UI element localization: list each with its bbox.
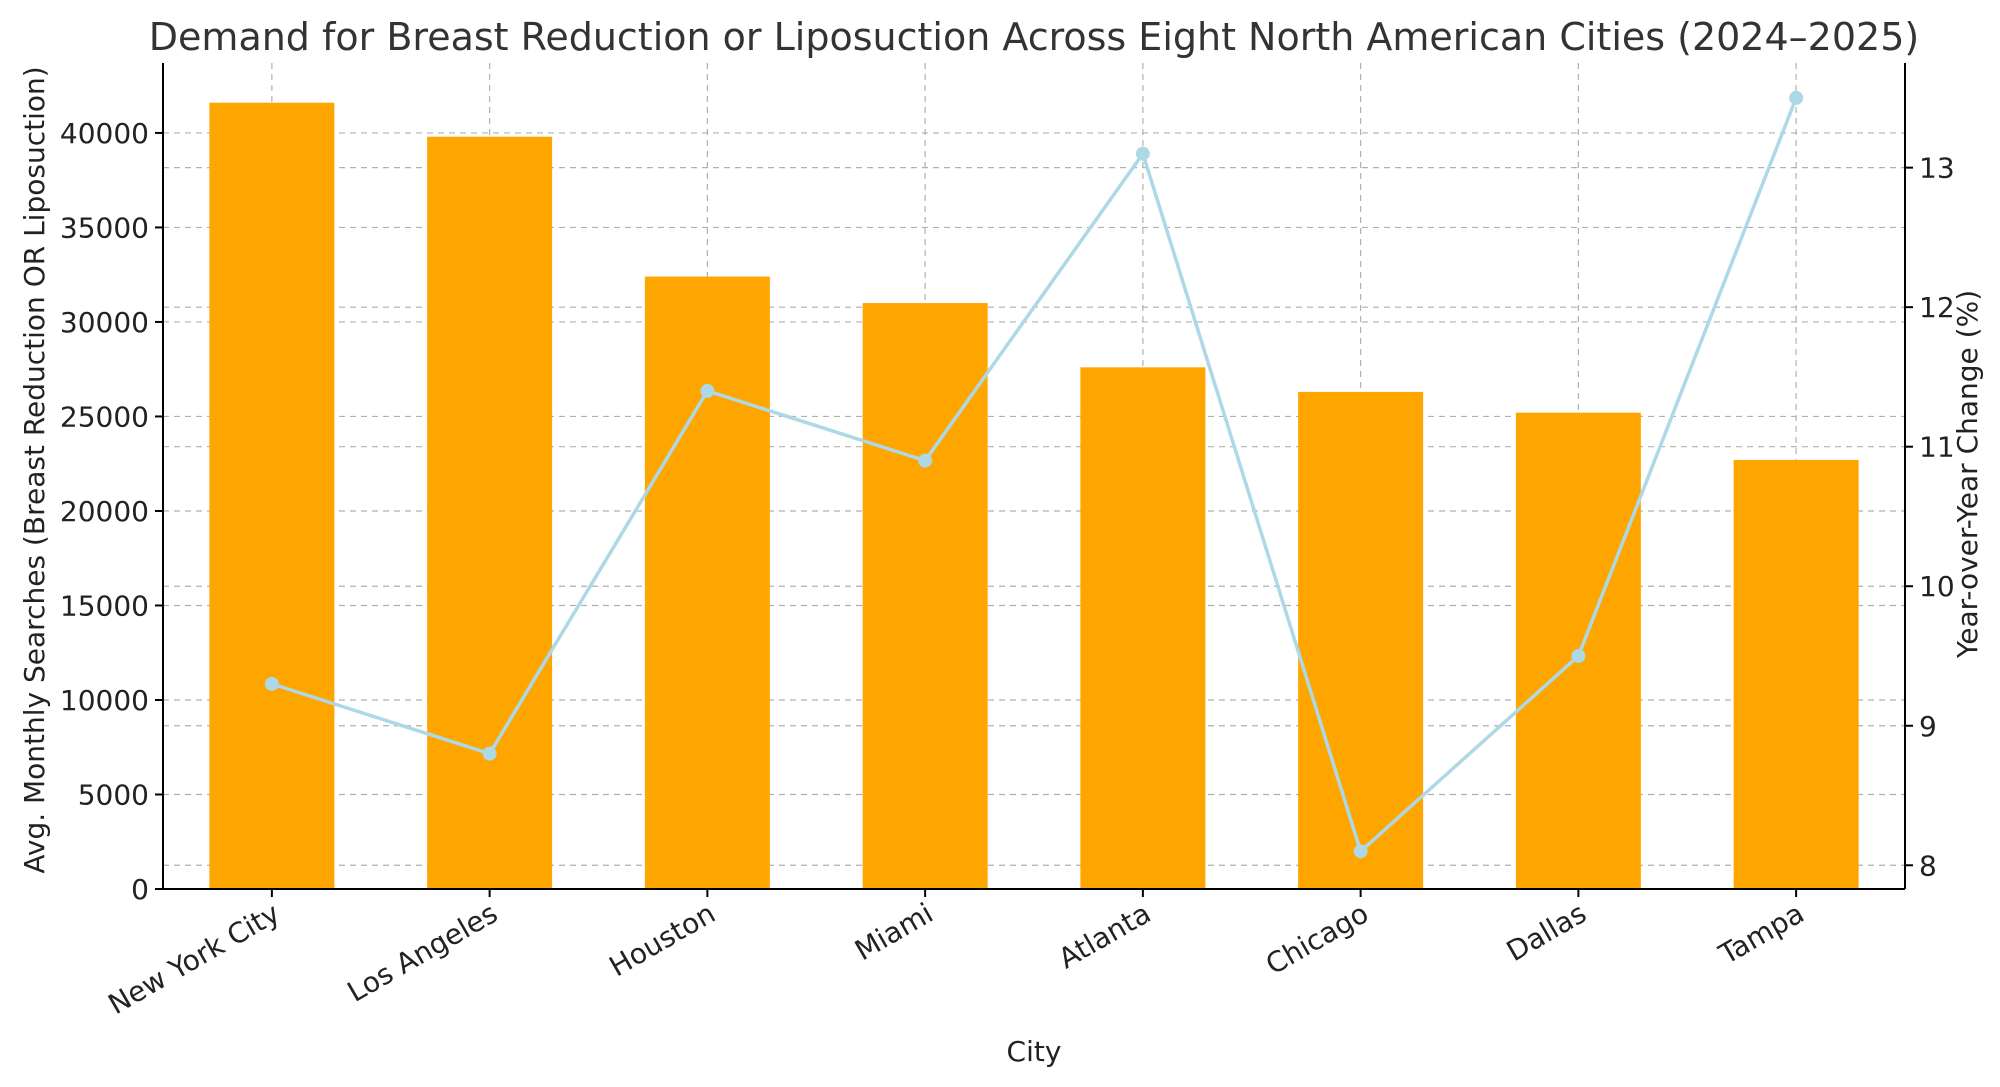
y-tick-label-left: 35000: [60, 211, 149, 244]
line-point: [482, 746, 497, 761]
y-tick-label-right: 9: [1919, 710, 1937, 743]
line-point: [1571, 648, 1586, 663]
y-axis-label-right: Year-over-Year Change (%): [1951, 290, 1984, 659]
y-tick-label-left: 10000: [60, 684, 149, 717]
y-tick-label-left: 0: [131, 873, 149, 906]
x-tick-label: New York City: [103, 896, 286, 1021]
bar: [1733, 459, 1859, 889]
x-tick-label: Dallas: [1501, 896, 1592, 968]
line-point: [918, 453, 933, 468]
y-tick-label-left: 25000: [60, 400, 149, 433]
bar: [1298, 391, 1424, 889]
y-tick-label-left: 40000: [60, 117, 149, 150]
bar: [862, 303, 988, 889]
bar: [1080, 367, 1206, 889]
y-tick-label-right: 8: [1919, 849, 1937, 882]
y-tick-label-left: 15000: [60, 589, 149, 622]
x-tick-label: Atlanta: [1053, 896, 1157, 975]
x-tick-label: Los Angeles: [342, 896, 503, 1008]
line-point: [1353, 844, 1368, 859]
y-tick-label-right: 11: [1919, 431, 1955, 464]
y-tick-label-left: 20000: [60, 495, 149, 528]
axis-layer: 0 5000 10000 15000 20000 25000 30000 35000 40000…: [60, 63, 1955, 1021]
line-point: [264, 676, 279, 691]
line-point: [1789, 90, 1804, 105]
x-axis-label: City: [1007, 1035, 1062, 1068]
x-tick-label: Houston: [604, 896, 721, 983]
bar: [209, 102, 335, 890]
y-tick-label-right: 10: [1919, 570, 1955, 603]
y-tick-label-left: 30000: [60, 306, 149, 339]
line-point: [700, 383, 715, 398]
bar: [644, 276, 770, 889]
y-axis-label-left: Avg. Monthly Searches (Breast Reduction …: [18, 66, 51, 873]
x-tick-label: Miami: [849, 896, 938, 967]
line-layer: [264, 90, 1804, 859]
line-series: [271, 97, 1798, 855]
y-tick-label-right: 12: [1919, 291, 1955, 324]
x-tick-label: Tampa: [1713, 896, 1810, 971]
grid-layer: [163, 63, 1905, 890]
chart-title: Demand for Breast Reduction or Liposucti…: [149, 15, 1919, 59]
y-tick-label-left: 5000: [78, 778, 149, 811]
bar: [427, 136, 553, 889]
y-tick-label-right: 13: [1919, 152, 1955, 185]
line-point: [1135, 146, 1150, 161]
bar-layer: [209, 102, 1859, 890]
x-tick-label: Chicago: [1260, 896, 1374, 981]
